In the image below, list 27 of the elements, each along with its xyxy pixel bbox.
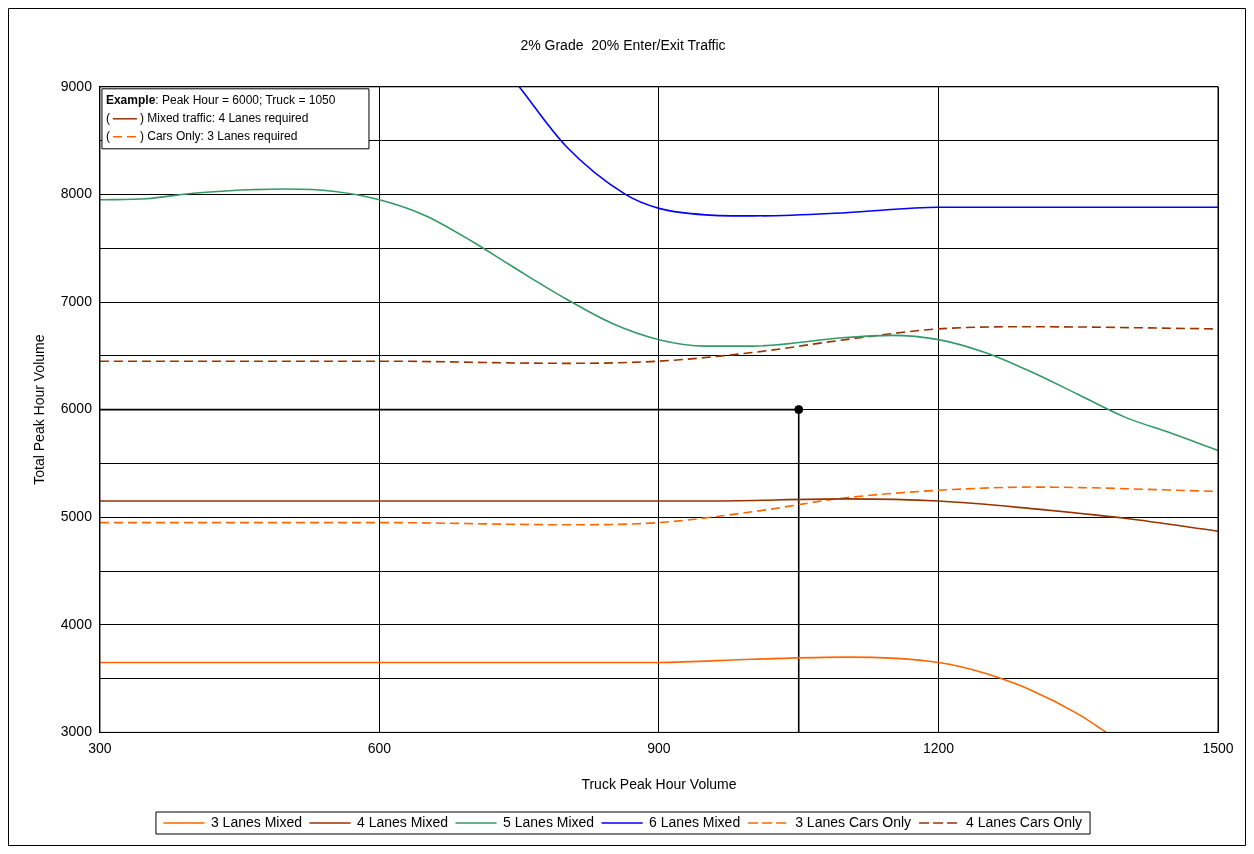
y-tick-label: 7000 — [60, 292, 93, 309]
line-series — [99, 656, 1107, 733]
y-tick-label: 3000 — [60, 723, 93, 740]
y-tick-label: 8000 — [60, 185, 93, 202]
text: ( ) Mixed traffic: 4 Lanes required — [105, 111, 309, 126]
y-tick-label: 6000 — [60, 400, 93, 417]
y-axis-title: Total Peak Hour Volume — [31, 334, 48, 485]
x-tick-label: 300 — [88, 739, 112, 756]
annotation: Example: Peak Hour = 6000; Truck = 1050 — [105, 93, 336, 108]
legend-label: 6 Lanes Mixed — [649, 813, 741, 830]
x-tick-label: 1500 — [1202, 739, 1234, 756]
x-tick-label: 600 — [367, 739, 392, 756]
x-tick-label: 900 — [647, 739, 671, 756]
y-tick-label: 9000 — [60, 77, 93, 94]
legend-label: 3 Lanes Mixed — [210, 813, 303, 830]
x-axis-title: Truck Peak Hour Volume — [581, 776, 737, 793]
legend-label: 4 Lanes Cars Only — [966, 813, 1083, 830]
x-tick-label: 1200 — [922, 739, 955, 756]
line-series — [518, 86, 1218, 217]
legend-label: 5 Lanes Mixed — [503, 813, 595, 830]
legend-label: 4 Lanes Mixed — [357, 813, 449, 830]
text: ( ) Cars Only: 3 Lanes required — [105, 129, 298, 144]
y-tick-label: 4000 — [60, 615, 93, 632]
chart-title: 2% Grade 20% Enter/Exit Traffic — [520, 37, 726, 54]
legend-label: 3 Lanes Cars Only — [795, 813, 912, 830]
y-tick-label: 5000 — [60, 508, 93, 525]
line-series — [99, 498, 1218, 532]
